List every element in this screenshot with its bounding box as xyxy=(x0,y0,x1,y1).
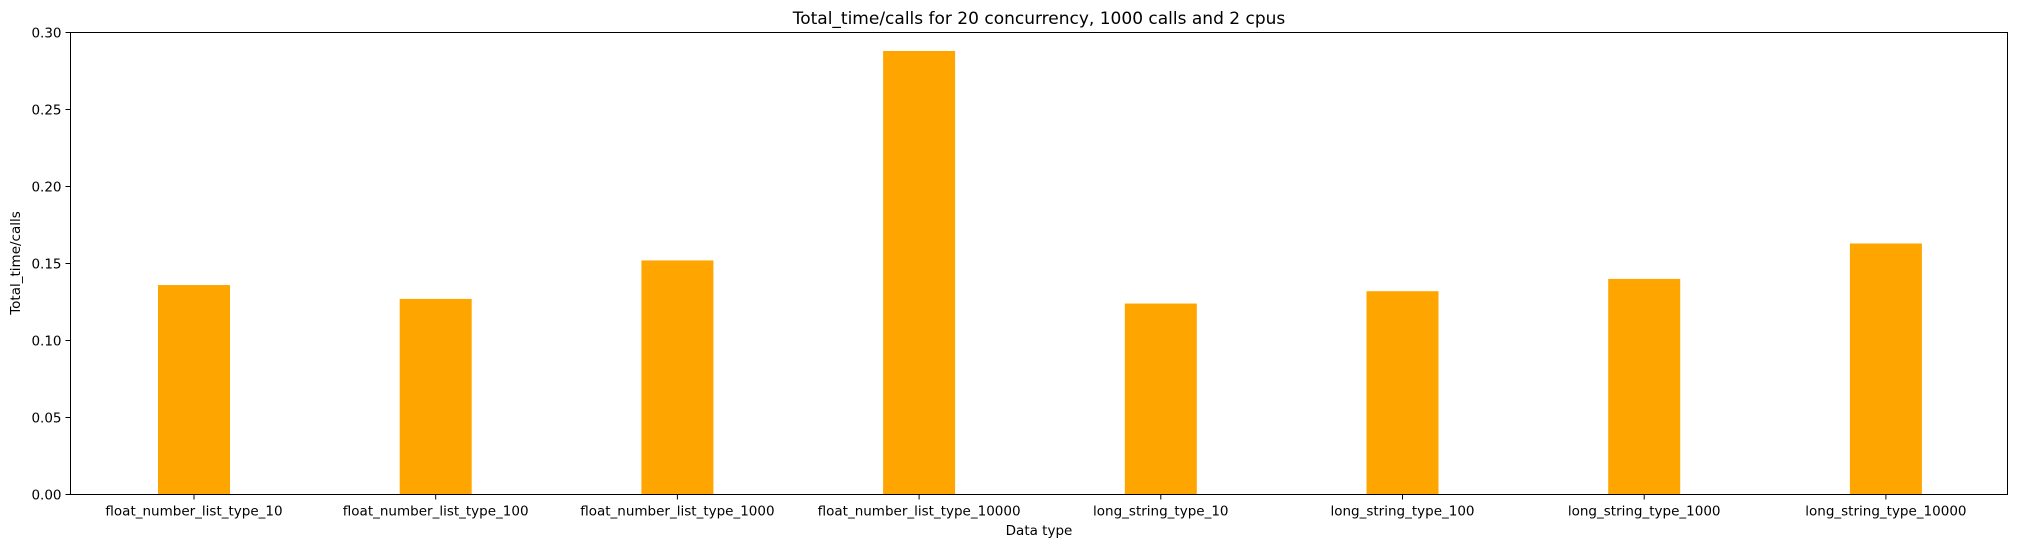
bar-float_number_list_type_10000 xyxy=(883,50,956,495)
y-tick-label: 0.05 xyxy=(31,411,61,427)
chart-title: Total_time/calls for 20 concurrency, 100… xyxy=(792,9,1286,29)
bar-float_number_list_type_100 xyxy=(399,298,472,495)
x-tick-label: long_string_type_10 xyxy=(1093,504,1228,520)
y-axis: 0.00 0.05 0.10 0.15 0.20 0.25 0.30 xyxy=(31,26,71,504)
y-tick-label: 0.00 xyxy=(31,488,61,504)
x-tick-label: float_number_list_type_10 xyxy=(105,504,282,520)
x-axis-label: Data type xyxy=(1006,523,1073,539)
x-axis: float_number_list_type_10 float_number_li… xyxy=(105,494,1967,520)
bar-long_string_type_100 xyxy=(1366,291,1439,495)
bar-long_string_type_10 xyxy=(1124,303,1197,495)
y-tick-label: 0.20 xyxy=(31,180,61,196)
x-tick-label: float_number_list_type_1000 xyxy=(580,504,774,520)
plot-area xyxy=(158,50,1922,495)
x-tick-label: long_string_type_100 xyxy=(1330,504,1474,520)
y-tick-label: 0.10 xyxy=(31,334,61,350)
bar-long_string_type_10000 xyxy=(1849,243,1922,495)
axes-frame xyxy=(70,32,2008,495)
x-tick-label: long_string_type_1000 xyxy=(1568,504,1721,520)
bar-float_number_list_type_1000 xyxy=(641,260,714,495)
y-tick-label: 0.15 xyxy=(31,257,61,273)
bar-long_string_type_1000 xyxy=(1608,278,1681,495)
y-tick-label: 0.25 xyxy=(31,103,61,119)
x-tick-label: float_number_list_type_100 xyxy=(343,504,529,520)
y-tick-label: 0.30 xyxy=(31,26,61,42)
x-tick-label: float_number_list_type_10000 xyxy=(818,504,1021,520)
y-axis-label: Total_time/calls xyxy=(8,211,24,316)
x-tick-label: long_string_type_10000 xyxy=(1805,504,1966,520)
bar-float_number_list_type_10 xyxy=(158,285,230,495)
